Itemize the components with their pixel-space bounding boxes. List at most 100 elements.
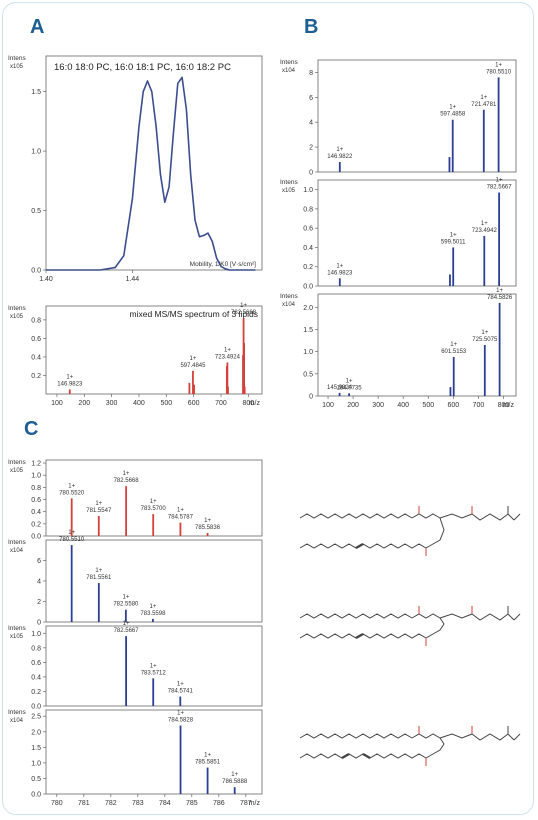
peak-mz-label: 783.5712 [141, 670, 167, 676]
y-tick-label: 0.0 [31, 534, 41, 541]
y-axis-label: Intens [280, 179, 298, 186]
peak-mz-label: 725.5075 [472, 337, 498, 343]
peak-mz-label: 599.5011 [441, 239, 466, 245]
x-tick-label: 782 [105, 800, 117, 807]
x-tick-label: 400 [133, 400, 145, 407]
plot-frame [45, 55, 263, 271]
peak-charge-label: 1+ [495, 62, 502, 68]
peak-mz-label: 786.5888 [222, 779, 248, 785]
x-tick-label: 700 [473, 402, 485, 409]
peak-mz-label: 146.9822 [327, 154, 353, 160]
y-tick-label: 0.2 [31, 689, 41, 696]
peak-mz-label: 723.4924 [215, 355, 241, 361]
peak-mz-label: 146.9823 [327, 270, 353, 276]
peak-charge-label: 1+ [450, 232, 457, 238]
y-tick-label: 0.2 [303, 264, 313, 271]
y-tick-label: 1.0 [303, 349, 313, 356]
x-tick-label: 785 [186, 800, 198, 807]
y-tick-label: 6 [309, 95, 313, 102]
y-axis-exponent: x104 [282, 68, 296, 74]
x-tick-label: 783 [132, 800, 144, 807]
x-tick-label: 800 [498, 402, 510, 409]
x-tick-label: 787 [240, 800, 252, 807]
y-tick-label: 0.6 [303, 226, 313, 233]
y-tick-label: 0 [309, 394, 313, 401]
peak-mz-label: 721.4781 [471, 102, 497, 108]
x-tick-label: 300 [106, 400, 118, 407]
peak-mz-label: 145.9824 [327, 385, 353, 391]
y-tick-label: 0.6 [31, 660, 41, 667]
chart-C3: Intensx1050.00.20.40.60.81.01+782.56671+… [8, 621, 263, 711]
y-tick-label: 0.8 [31, 485, 41, 492]
peak-charge-label: 1+ [95, 568, 102, 574]
chart-C4: Intens x104 0.0 0.5 1.0 1.5 2.0 2.5 780 781 782 783… [8, 709, 263, 807]
y-tick-label: 0.0 [31, 792, 41, 799]
peak-charge-label: 1+ [68, 530, 75, 536]
peak-charge-label: 1+ [480, 95, 487, 101]
y-axis-label: Intens [8, 625, 26, 632]
x-tick-label: 600 [447, 402, 459, 409]
structure-pc-16-0-18-1 [299, 606, 521, 646]
x-tick-label: 781 [78, 800, 90, 807]
peak-charge-label: 1+ [240, 303, 247, 309]
y-tick-label: 1.5 [303, 327, 313, 334]
y-tick-label: 8 [309, 70, 313, 77]
y-tick-label: 0.0 [31, 268, 41, 275]
peak-charge-label: 1+ [224, 348, 231, 354]
x-tick-label: 784 [159, 800, 171, 807]
peak-mz-label: 782.5668 [231, 310, 257, 316]
x-tick-label: 300 [372, 402, 384, 409]
x-axis-label: m/z [249, 800, 261, 807]
y-axis-label: Intens [8, 55, 26, 62]
chart-A-mobilogram: Intens x105 0.0 0.5 1.0 1.5 1.40 1.44 Mobility, … [8, 55, 263, 283]
peak-mz-label: 597.4858 [440, 112, 466, 118]
chart-C1: Intensx1050.00.20.40.60.81.01.21+780.552… [8, 459, 263, 541]
y-axis-exponent: x105 [10, 634, 24, 640]
y-tick-label: 0 [37, 620, 41, 627]
peak-mz-label: 780.5520 [59, 490, 85, 496]
y-tick-label: 1.0 [31, 149, 41, 156]
y-tick-label: 0.4 [31, 674, 41, 681]
y-tick-label: 0.0 [303, 284, 313, 291]
peak-charge-label: 1+ [177, 711, 184, 717]
y-tick-label: 1.5 [31, 89, 41, 96]
y-tick-label: 1.5 [31, 745, 41, 752]
y-tick-label: 0 [309, 170, 313, 177]
peak-charge-label: 1+ [450, 342, 457, 348]
y-tick-label: 0.4 [31, 509, 41, 516]
peak-mz-label: 785.5851 [195, 760, 221, 766]
y-tick-label: 1.0 [31, 473, 41, 480]
x-tick-label: 200 [347, 402, 359, 409]
y-tick-label: 4 [37, 579, 41, 586]
peak-charge-label: 1+ [481, 221, 488, 227]
peak-mz-label: 782.5667 [114, 628, 140, 634]
structure-pc-16-0-18-0 [299, 506, 521, 556]
peak-charge-label: 1+ [66, 374, 73, 380]
y-tick-label: 0.6 [31, 336, 41, 343]
peak-charge-label: 1+ [346, 378, 353, 384]
chart-A-msms: Intens x105 0.2 0.4 0.6 0.8 100 200 300 400 500 600… [8, 303, 263, 407]
peak-mz-label: 782.5580 [113, 602, 139, 608]
x-tick-label: 1.40 [39, 276, 53, 283]
x-tick-label: 800 [242, 400, 254, 407]
chart-title: mixed MS/MS spectrum of 3 lipids [130, 309, 258, 319]
y-tick-label: 1.0 [31, 631, 41, 638]
y-tick-label: 1.0 [303, 187, 313, 194]
peak-charge-label: 1+ [496, 288, 503, 294]
mobilogram-line [46, 76, 256, 271]
peak-mz-label: 783.5598 [140, 611, 166, 617]
plot-frame [45, 539, 263, 623]
y-axis-exponent: x105 [282, 188, 296, 194]
y-tick-label: 0.2 [31, 373, 41, 380]
panel-label-c: C [24, 418, 39, 440]
y-axis-label: Intens [8, 305, 26, 312]
chart-title: 16:0 18:0 PC, 16:0 18:1 PC, 16:0 18:2 PC [54, 62, 231, 73]
peak-charge-label: 1+ [204, 753, 211, 759]
peak-mz-label: 782.5667 [487, 185, 513, 191]
x-tick-label: 786 [213, 800, 225, 807]
peak-mz-label: 601.5153 [441, 349, 467, 355]
y-axis-exponent: x105 [10, 314, 24, 320]
y-tick-label: 0.8 [31, 645, 41, 652]
peak-charge-label: 1+ [177, 682, 184, 688]
